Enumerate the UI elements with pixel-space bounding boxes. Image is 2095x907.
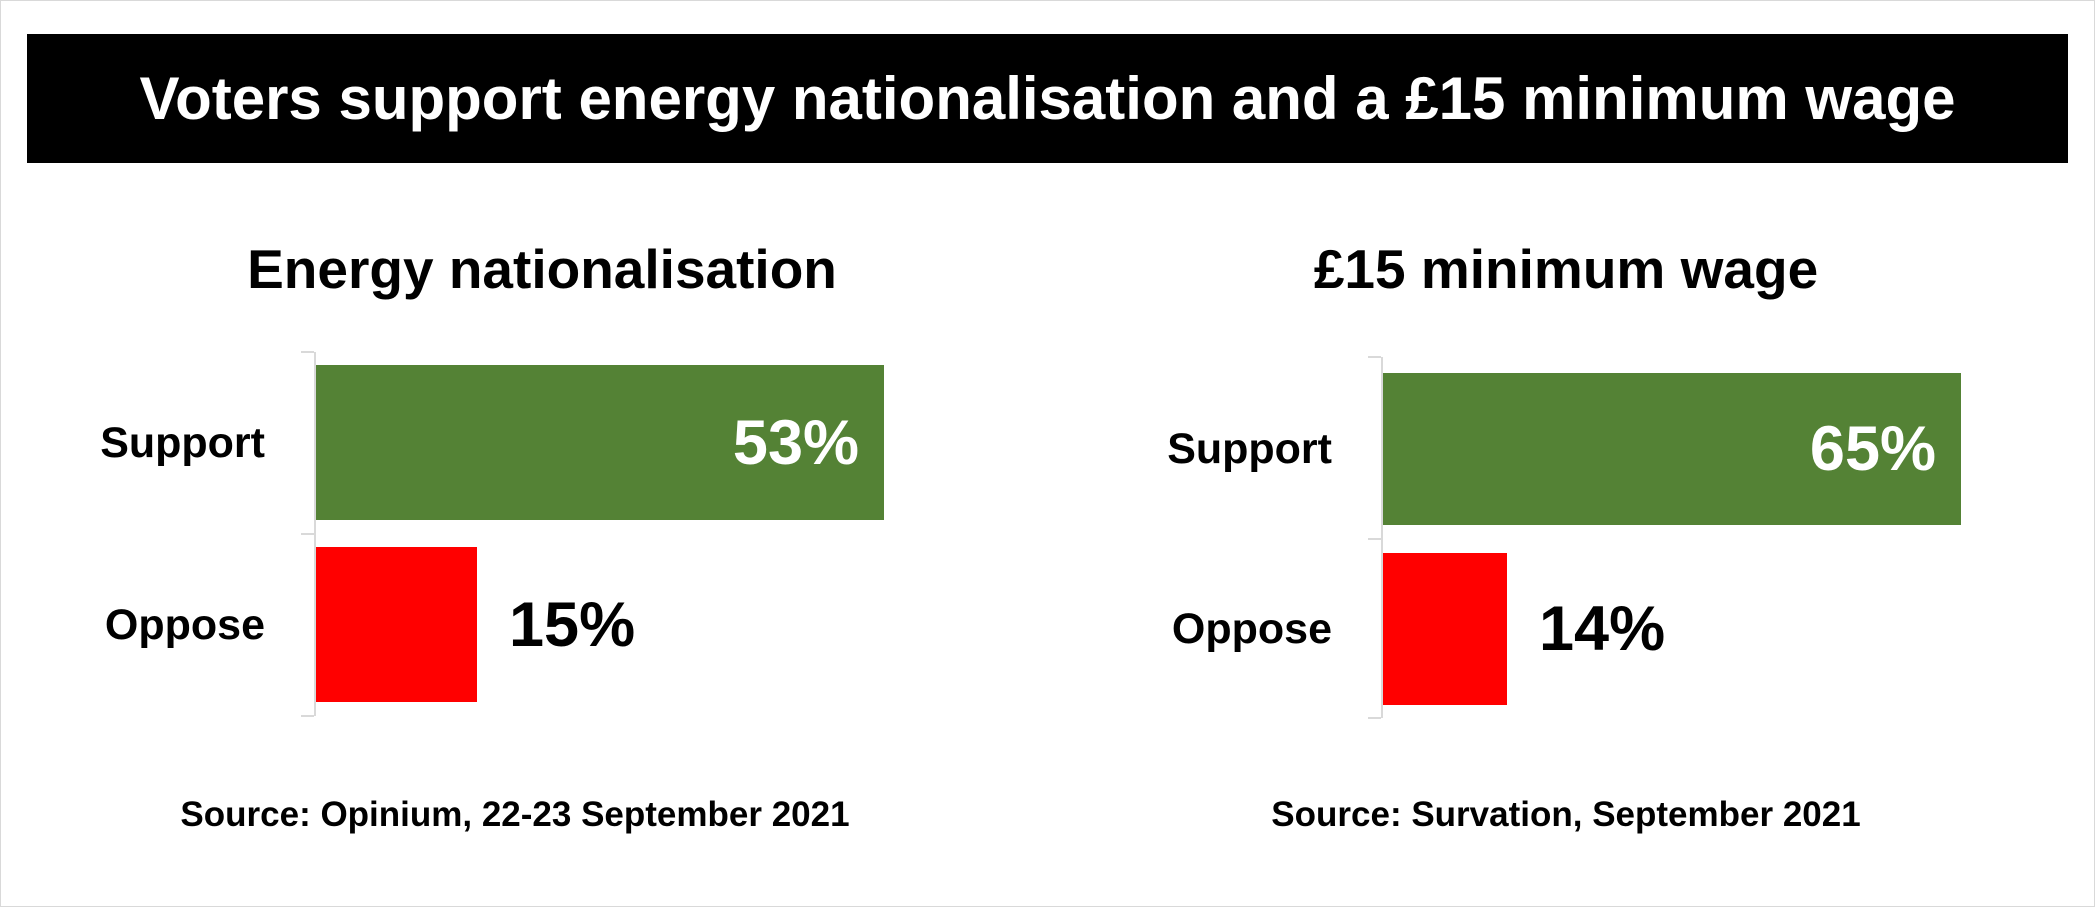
data-label-support: 65% xyxy=(1809,414,1936,484)
axis-tick xyxy=(301,351,314,353)
figure-title: Voters support energy nationalisation an… xyxy=(27,34,2068,163)
axis-tick xyxy=(1368,717,1381,719)
bar-oppose xyxy=(316,547,477,702)
category-label-oppose: Oppose xyxy=(1171,605,1332,653)
bar-support xyxy=(1383,373,1961,525)
axis-tick xyxy=(301,715,314,717)
source-note: Source: Opinium, 22-23 September 2021 xyxy=(180,795,850,834)
source-note: Source: Survation, September 2021 xyxy=(1271,795,1861,834)
axis-tick xyxy=(301,533,314,535)
data-label-oppose: 14% xyxy=(1539,594,1666,664)
axis-tick xyxy=(1368,538,1381,540)
category-label-support: Support xyxy=(100,418,265,467)
bar-support xyxy=(316,365,884,520)
chart-title: £15 minimum wage xyxy=(1313,238,1819,300)
chart-title: Energy nationalisation xyxy=(247,238,837,300)
axis-tick xyxy=(1368,356,1381,358)
data-label-oppose: 15% xyxy=(509,589,636,660)
category-axis xyxy=(314,352,316,716)
bar-oppose xyxy=(1383,553,1507,705)
category-axis xyxy=(1381,357,1383,718)
category-label-oppose: Oppose xyxy=(104,600,265,649)
category-label-support: Support xyxy=(1167,425,1332,473)
data-label-support: 53% xyxy=(732,407,859,478)
